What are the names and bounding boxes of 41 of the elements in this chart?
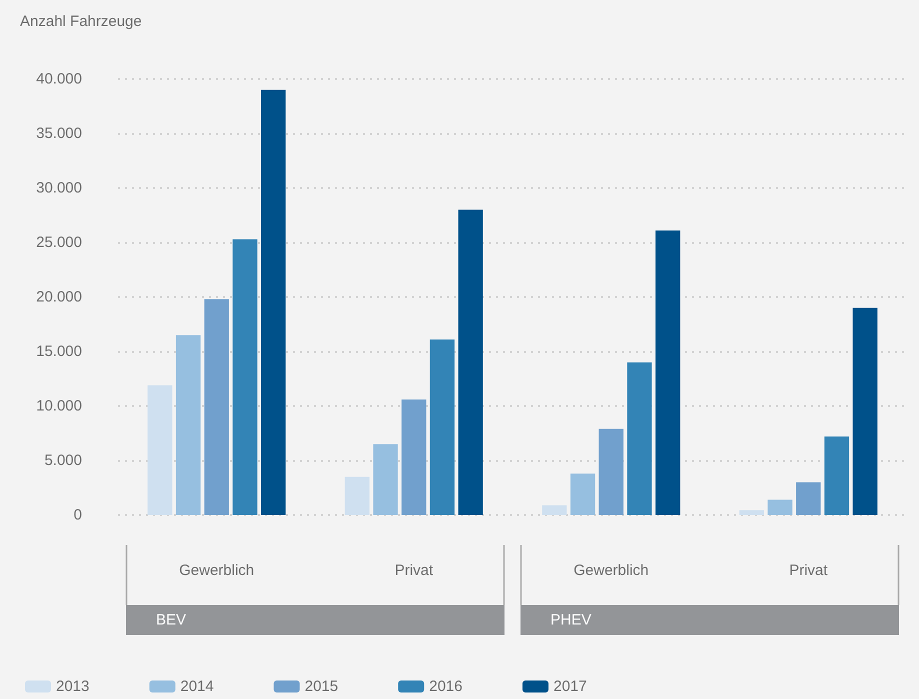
bar — [204, 299, 229, 515]
legend-label: 2017 — [553, 678, 587, 695]
bar — [148, 385, 172, 515]
y-tick-label: 30.000 — [36, 180, 82, 196]
bar — [739, 510, 764, 515]
y-tick-label: 40.000 — [36, 70, 82, 88]
bar — [824, 436, 850, 515]
bar — [598, 428, 624, 515]
y-tick-label: 20.000 — [36, 288, 82, 306]
bar — [344, 476, 370, 515]
bar — [232, 239, 258, 515]
bar — [627, 362, 652, 515]
x-tick-label: Privat — [394, 562, 434, 579]
legend-label: 2015 — [304, 678, 338, 695]
bar — [458, 210, 483, 515]
bar — [768, 500, 792, 515]
bar — [430, 340, 455, 515]
legend-label: 2013 — [56, 678, 90, 695]
bar — [796, 482, 821, 515]
y-axis-title: Anzahl Fahrzeuge — [20, 13, 142, 30]
bar — [373, 444, 398, 515]
bar — [570, 474, 596, 515]
y-tick-label: 5.000 — [44, 452, 82, 469]
bar — [542, 505, 567, 515]
y-tick-label: 25.000 — [36, 234, 82, 251]
bar — [402, 399, 426, 515]
bar — [261, 90, 286, 515]
x-tick-label: Gewerblich — [179, 562, 254, 579]
bar — [852, 308, 878, 515]
legend-label: 2016 — [429, 678, 462, 695]
x-tick-label: Privat — [789, 562, 828, 579]
bar — [176, 335, 201, 515]
text: BEV — [156, 612, 186, 628]
text: PHEV — [550, 612, 592, 628]
bar — [656, 230, 680, 515]
x-tick-label: Gewerblich — [574, 562, 649, 579]
y-tick-label: 35.000 — [36, 125, 82, 142]
y-tick-label: 10.000 — [36, 398, 82, 414]
y-tick-label: 15.000 — [36, 343, 82, 360]
legend-label: 2014 — [180, 678, 214, 695]
y-tick-label: 0 — [74, 506, 82, 524]
